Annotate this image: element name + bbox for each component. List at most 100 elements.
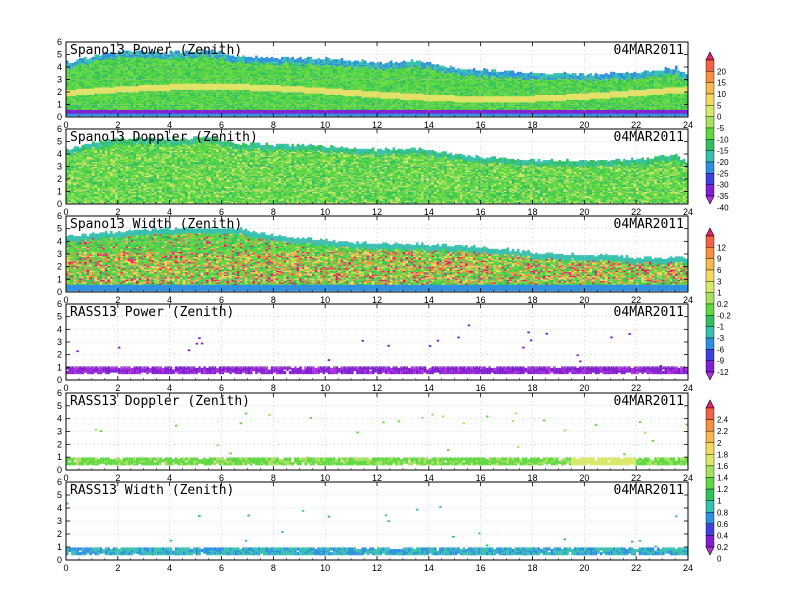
- x-tick-label: 20: [579, 563, 589, 573]
- x-tick-label: 16: [476, 383, 486, 393]
- x-tick-label: 10: [320, 207, 330, 217]
- colorbar-label: 10: [717, 90, 726, 99]
- x-tick-label: 22: [631, 295, 641, 305]
- x-tick-label: 14: [424, 207, 434, 217]
- panel-date: 04MAR2011: [614, 483, 684, 498]
- y-tick-label: 0: [57, 287, 62, 297]
- x-tick-label: 2: [115, 207, 120, 217]
- x-tick-label: 2: [115, 383, 120, 393]
- y-tick-label: 4: [57, 62, 62, 72]
- data-field: [66, 136, 688, 204]
- y-tick-label: 1: [57, 274, 62, 284]
- panel-title: Spano13 Width (Zenith): [70, 217, 242, 232]
- y-tick-label: 2: [57, 439, 62, 449]
- panel-date: 04MAR2011: [614, 130, 684, 145]
- colorbar-width: 12 9 6 3 1 0.2 -0.2 -1 -3 -6 -9 -12: [705, 227, 731, 381]
- x-tick-label: 16: [476, 473, 486, 483]
- x-tick-label: 4: [167, 563, 172, 573]
- y-tick-label: 0: [57, 465, 62, 475]
- x-tick-label: 14: [424, 563, 434, 573]
- x-tick-label: 18: [527, 473, 537, 483]
- colorbar-power: 20 15 10 5 0 -5 -10 -15 -20 -25 -30 -35 -40: [705, 51, 729, 212]
- x-tick-label: 22: [631, 383, 641, 393]
- x-tick-label: 24: [683, 383, 693, 393]
- x-tick-label: 24: [683, 207, 693, 217]
- y-tick-label: 3: [57, 516, 62, 526]
- data-field: [66, 324, 688, 375]
- x-tick-label: 12: [372, 120, 382, 130]
- x-tick-label: 6: [219, 120, 224, 130]
- colorbar-label: 1.8: [717, 450, 729, 459]
- colorbar-label: -25: [717, 169, 729, 178]
- y-tick-label: 6: [57, 388, 62, 398]
- colorbar-label: 2: [717, 439, 722, 448]
- x-tick-label: 24: [683, 473, 693, 483]
- y-tick-label: 1: [57, 187, 62, 197]
- x-tick-label: 18: [527, 383, 537, 393]
- y-tick-label: 4: [57, 324, 62, 334]
- colorbar-label: 1.4: [717, 474, 729, 483]
- colorbar-label: -12: [717, 368, 729, 377]
- grid: [66, 216, 688, 292]
- colorbar-label: 1.2: [717, 485, 729, 494]
- y-tick-label: 5: [57, 490, 62, 500]
- colorbar-label: -9: [717, 357, 725, 366]
- colorbar-label: -6: [717, 345, 725, 354]
- x-tick-label: 10: [320, 120, 330, 130]
- x-tick-label: 24: [683, 563, 693, 573]
- x-tick-label: 8: [271, 207, 276, 217]
- y-tick-label: 5: [57, 401, 62, 411]
- colorbar-label: -40: [717, 203, 729, 212]
- colorbar-label: 1.6: [717, 462, 729, 471]
- x-tick-label: 0: [63, 473, 68, 483]
- x-tick-label: 4: [167, 120, 172, 130]
- colorbar-label: 0.2: [717, 300, 729, 309]
- x-tick-label: 10: [320, 563, 330, 573]
- x-tick-label: 8: [271, 563, 276, 573]
- panel-date: 04MAR2011: [614, 217, 684, 232]
- panel-title: RASS13 Doppler (Zenith): [70, 394, 250, 409]
- panel-date: 04MAR2011: [614, 394, 684, 409]
- data-field: [66, 502, 688, 556]
- y-tick-label: 3: [57, 162, 62, 172]
- x-tick-label: 16: [476, 295, 486, 305]
- x-tick-label: 10: [320, 383, 330, 393]
- x-tick-label: 8: [271, 473, 276, 483]
- colorbar-label: 2.4: [717, 416, 729, 425]
- y-tick-label: 6: [57, 299, 62, 309]
- x-tick-label: 4: [167, 473, 172, 483]
- x-tick-label: 20: [579, 120, 589, 130]
- colorbar-label: 20: [717, 67, 726, 76]
- y-tick-label: 2: [57, 529, 62, 539]
- colorbar-label: -3: [717, 334, 725, 343]
- x-tick-label: 4: [167, 207, 172, 217]
- x-tick-label: 14: [424, 295, 434, 305]
- x-tick-label: 0: [63, 120, 68, 130]
- x-tick-label: 20: [579, 383, 589, 393]
- x-tick-label: 20: [579, 295, 589, 305]
- x-tick-label: 10: [320, 473, 330, 483]
- colorbar-label: -30: [717, 181, 729, 190]
- colorbar-label: 15: [717, 79, 726, 88]
- x-tick-label: 16: [476, 120, 486, 130]
- x-tick-label: 24: [683, 295, 693, 305]
- grid: [66, 393, 688, 470]
- colorbar-label: -20: [717, 158, 729, 167]
- x-tick-label: 20: [579, 473, 589, 483]
- colorbar-label: -0.2: [717, 311, 731, 320]
- x-tick-label: 0: [63, 295, 68, 305]
- y-tick-label: 6: [57, 37, 62, 47]
- x-tick-label: 22: [631, 207, 641, 217]
- y-tick-label: 5: [57, 137, 62, 147]
- data-field: [66, 49, 688, 117]
- x-tick-label: 8: [271, 383, 276, 393]
- y-tick-label: 4: [57, 503, 62, 513]
- x-tick-label: 16: [476, 207, 486, 217]
- colorbar-doppler: 2.4 2.2 2 1.8 1.6 1.4 1.2 1 0.8 0.6 0.4 0.2 0: [705, 399, 729, 564]
- x-tick-label: 22: [631, 473, 641, 483]
